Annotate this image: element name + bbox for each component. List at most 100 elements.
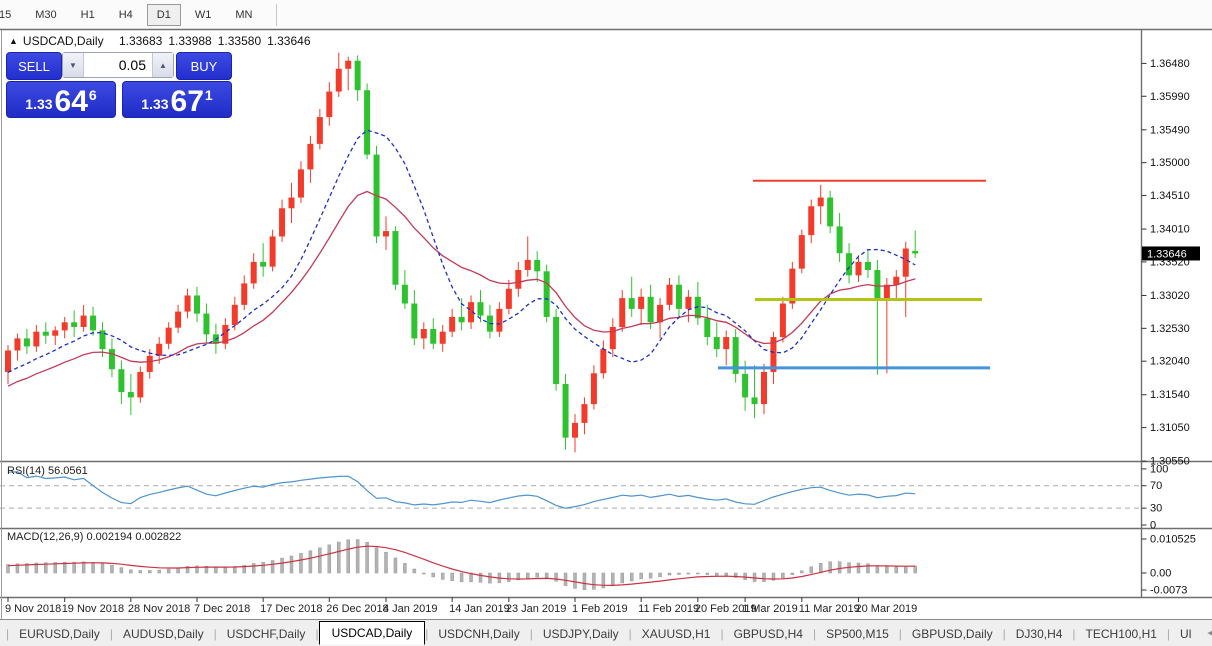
tab-separator: | — [628, 626, 632, 641]
svg-text:1.36480: 1.36480 — [1150, 58, 1190, 70]
candle — [354, 55, 361, 101]
timeframe-button-d1[interactable]: D1 — [146, 3, 181, 26]
tab-usdcnh-daily[interactable]: USDCNH,Daily — [438, 626, 520, 641]
candle — [392, 226, 399, 291]
candle — [439, 324, 446, 352]
candle — [666, 278, 673, 311]
candle — [5, 345, 11, 385]
tab-gbpusd-h4[interactable]: GBPUSD,H4 — [733, 626, 803, 641]
svg-text:7 Dec 2018: 7 Dec 2018 — [194, 603, 250, 615]
candle — [449, 308, 456, 338]
candle — [685, 290, 692, 323]
tab-separator: | — [898, 626, 902, 641]
rsi-line — [7, 471, 916, 509]
candle — [647, 284, 654, 330]
candle — [430, 318, 437, 350]
svg-text:1 Feb 2019: 1 Feb 2019 — [572, 603, 628, 615]
svg-text:70: 70 — [1150, 480, 1162, 492]
timeframe-button-m30[interactable]: M30 — [35, 8, 57, 21]
tab-separator: | — [213, 626, 217, 641]
sell-price-button[interactable]: 1.33 64 6 — [6, 81, 116, 118]
candle — [326, 82, 333, 126]
candle — [515, 261, 522, 297]
tab-separator: | — [812, 626, 817, 641]
candle — [477, 290, 484, 323]
quote-high: 1.33988 — [168, 34, 212, 48]
timeframe-button-h4[interactable]: H4 — [118, 8, 133, 21]
tab-ul[interactable]: Ul — [1180, 626, 1192, 641]
svg-text:1.34010: 1.34010 — [1150, 224, 1190, 236]
candle — [42, 322, 49, 344]
collapse-triangle-icon[interactable]: ▲ — [9, 36, 18, 46]
quote-open: 1.33683 — [118, 34, 163, 48]
candle — [401, 269, 408, 309]
tab-dj30-h4[interactable]: DJ30,H4 — [1015, 626, 1063, 641]
volume-decrease-icon[interactable]: ▼ — [63, 53, 84, 77]
timeframe-button-w1[interactable]: W1 — [194, 8, 212, 21]
candle — [468, 295, 475, 330]
tab-usdchf-daily[interactable]: USDCHF,Daily — [226, 626, 306, 641]
candle — [345, 56, 352, 91]
candle — [524, 236, 531, 277]
svg-text:1.30550: 1.30550 — [1150, 456, 1190, 468]
sell-price-pips: 64 — [54, 85, 88, 118]
tab-separator: | — [109, 626, 113, 641]
ma-slow-line — [7, 190, 916, 387]
tab-separator: | — [6, 626, 10, 641]
candle — [137, 366, 144, 403]
candle — [704, 304, 711, 346]
candle — [779, 296, 786, 343]
candle — [52, 326, 59, 346]
candle — [127, 373, 134, 415]
buy-price-prefix: 1.33 — [141, 96, 169, 112]
timeframe-bar-buttons: 15 M30 H1 H4 D1 W1 MN — [0, 3, 264, 26]
candle — [364, 83, 371, 160]
candle — [90, 306, 97, 336]
candle — [572, 414, 578, 453]
candle — [543, 264, 550, 323]
candle — [883, 278, 890, 374]
candle — [297, 161, 304, 203]
timeframe-button-15[interactable]: 15 — [0, 8, 12, 21]
svg-text:1.34510: 1.34510 — [1150, 190, 1190, 202]
tab-scroll-left-icon[interactable]: ◄ — [1201, 628, 1212, 639]
svg-text:30: 30 — [1150, 503, 1162, 515]
tab-eurusd-daily[interactable]: EURUSD,Daily — [19, 626, 100, 641]
tab-gbpusd-daily[interactable]: GBPUSD,Daily — [911, 626, 993, 641]
tab-usdcad-daily[interactable]: USDCAD,Daily — [318, 621, 426, 645]
svg-text:-0.0073: -0.0073 — [1150, 585, 1187, 597]
svg-text:1.35000: 1.35000 — [1150, 157, 1190, 169]
buy-button[interactable]: BUY — [176, 52, 232, 80]
svg-text:1.33646: 1.33646 — [1147, 248, 1187, 260]
volume-input[interactable]: 0.05 — [118, 57, 146, 73]
timeframe-button-mn[interactable]: MN — [235, 8, 253, 21]
candle — [231, 296, 238, 331]
tab-xauusd-h1[interactable]: XAUUSD,H1 — [641, 626, 711, 641]
sell-button[interactable]: SELL — [6, 52, 62, 80]
candle — [505, 280, 512, 315]
candle — [383, 216, 389, 250]
candle — [269, 229, 276, 272]
svg-text:1.35490: 1.35490 — [1150, 124, 1190, 136]
panel-borders — [0, 28, 1212, 619]
tab-tech100-h1[interactable]: TECH100,H1 — [1085, 626, 1157, 641]
candle — [184, 288, 191, 319]
candle — [194, 286, 200, 323]
candle — [581, 397, 588, 435]
tab-separator: | — [1166, 626, 1171, 641]
tab-usdjpy-daily[interactable]: USDJPY,Daily — [542, 626, 619, 641]
chart-tab-bar: | EURUSD,Daily | AUDUSD,Daily | USDCHF,Daily… — [0, 619, 1212, 646]
timeframe-button-h1[interactable]: H1 — [80, 8, 95, 21]
candle — [250, 253, 257, 289]
svg-text:1.31540: 1.31540 — [1150, 389, 1190, 401]
volume-increase-icon[interactable]: ▲ — [152, 53, 173, 77]
buy-price-button[interactable]: 1.33 67 1 — [122, 81, 232, 118]
tab-separator: | — [425, 626, 429, 641]
tab-sp500-m15[interactable]: SP500,M15 — [826, 626, 889, 641]
candle — [675, 275, 682, 317]
candle — [80, 304, 87, 332]
quote-low: 1.33580 — [217, 34, 262, 48]
candle — [165, 322, 172, 350]
tab-audusd-daily[interactable]: AUDUSD,Daily — [122, 626, 204, 641]
